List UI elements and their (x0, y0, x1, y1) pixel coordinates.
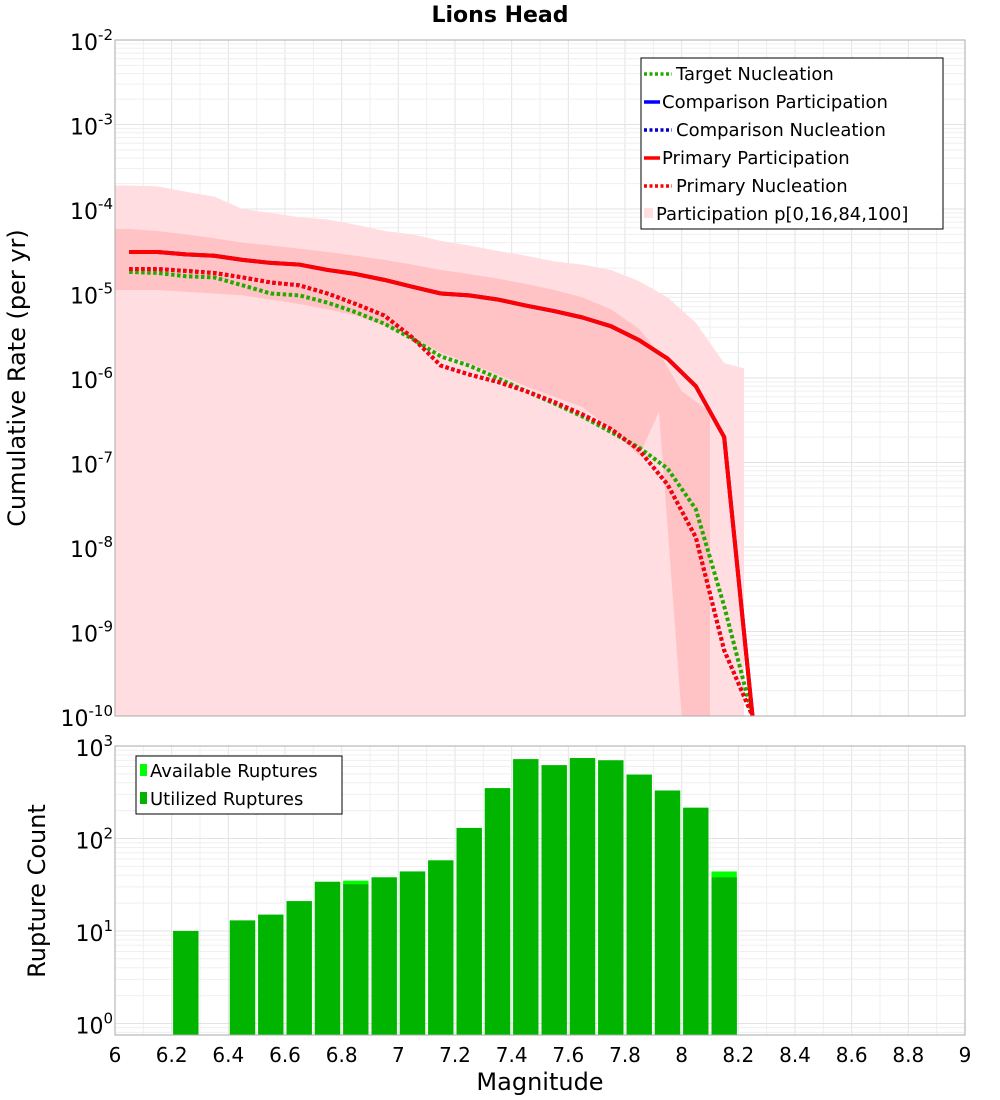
x-tick-label: 9 (959, 1043, 972, 1067)
rate-y-tick-label: 10-4 (70, 195, 113, 225)
count-bars (173, 758, 737, 1035)
x-tick-label: 7.2 (439, 1043, 471, 1067)
legend-label-comparison-nucleation: Comparison Nucleation (676, 120, 886, 141)
x-tick-label: 8.4 (779, 1043, 811, 1067)
bar-utilized (258, 914, 284, 1035)
x-tick-label: 7.6 (552, 1043, 584, 1067)
bar-utilized (314, 881, 341, 1035)
rate-legend: Target Nucleation Comparison Participati… (640, 57, 944, 230)
rate-panel: 10-2 10-3 10-4 10-5 10-6 10-7 10-8 10-9 10-10 Cu… (3, 26, 966, 732)
legend-swatch-available (140, 764, 147, 776)
x-tick-label: 6.6 (269, 1043, 301, 1067)
bar-utilized (399, 871, 426, 1035)
rate-y-tick-label: 10-5 (70, 280, 113, 310)
legend-swatch-utilized (140, 792, 147, 804)
x-tick-label: 8.2 (722, 1043, 754, 1067)
count-y-tick-label: 103 (75, 732, 113, 762)
bar-utilized (598, 760, 624, 1035)
bar-utilized (229, 920, 256, 1035)
rate-y-tick-label: 10-10 (61, 702, 114, 732)
legend-label-primary-participation: Primary Participation (662, 148, 850, 169)
x-tick-label: 6.4 (212, 1043, 244, 1067)
series-target-nucleation (129, 269, 755, 717)
x-tick-label: 7.8 (609, 1043, 641, 1067)
legend-label-available: Available Ruptures (150, 761, 318, 782)
rate-y-tick-label: 10-7 (70, 449, 113, 479)
legend-label-target-nucleation: Target Nucleation (675, 64, 834, 85)
legend-swatch-participation-band (644, 208, 653, 218)
count-y-tick-label: 101 (75, 917, 113, 947)
rate-legend-box (640, 57, 944, 230)
bar-utilized (711, 877, 737, 1035)
count-y-tick-label: 102 (75, 824, 113, 854)
count-y-ticks: 103 102 101 100 (75, 732, 113, 1039)
rate-y-tick-label: 10-2 (70, 26, 113, 56)
count-plot-frame (114, 745, 966, 1036)
bar-utilized (569, 758, 596, 1035)
rate-y-label: Cumulative Rate (per yr) (3, 229, 31, 527)
x-tick-label: 8 (675, 1043, 688, 1067)
bar-utilized (456, 827, 482, 1035)
x-tick-label: 8.8 (892, 1043, 924, 1067)
x-tick-label: 7.4 (496, 1043, 528, 1067)
bar-utilized (484, 788, 511, 1035)
bar-utilized (286, 901, 312, 1035)
x-tick-label: 7 (392, 1043, 405, 1067)
bar-utilized (654, 790, 681, 1035)
bar-utilized (371, 877, 397, 1035)
bar-utilized (683, 807, 709, 1035)
rate-y-tick-label: 10-3 (70, 111, 113, 141)
rate-y-tick-label: 10-8 (70, 533, 113, 563)
x-tick-label: 6 (109, 1043, 122, 1067)
count-legend-box (135, 755, 343, 815)
chart-title: Lions Head (431, 3, 568, 28)
x-ticks: 6 6.2 6.4 6.6 6.8 7 7.2 7.4 7.6 7.8 8 8.2 8.4 8.6 8.8 9 (109, 1043, 972, 1067)
rate-lines (129, 249, 755, 717)
x-axis-label: Magnitude (476, 1068, 603, 1096)
count-y-label: Rupture Count (23, 804, 51, 978)
bar-utilized (343, 884, 369, 1035)
legend-label-primary-nucleation: Primary Nucleation (676, 176, 848, 197)
bar-utilized (626, 774, 652, 1035)
bar-utilized (428, 860, 454, 1035)
x-tick-label: 6.2 (156, 1043, 188, 1067)
rate-plot-frame (114, 39, 966, 717)
rate-y-tick-label: 10-6 (70, 364, 113, 394)
count-panel: 103 102 101 100 6 6.2 6.4 6.6 6.8 7 7.2 7.4 7.6 7.8 8… (23, 732, 971, 1096)
bar-utilized (173, 930, 199, 1035)
bar-utilized (513, 759, 539, 1035)
legend-label-comparison-participation: Comparison Participation (662, 92, 888, 113)
rate-y-ticks: 10-2 10-3 10-4 10-5 10-6 10-7 10-8 10-9 10-10 (61, 26, 114, 732)
count-legend: Available Ruptures Utilized Ruptures (135, 755, 343, 815)
bar-utilized (541, 765, 567, 1035)
x-tick-label: 8.6 (836, 1043, 868, 1067)
series-primary-nucleation (129, 266, 755, 717)
series-primary-participation (129, 249, 755, 717)
band-participation-p-16-84 (115, 228, 710, 716)
rate-y-tick-label: 10-9 (70, 618, 113, 648)
x-tick-label: 6.8 (326, 1043, 358, 1067)
legend-label-participation-band: Participation p[0,16,84,100] (656, 204, 908, 225)
count-y-tick-label: 100 (75, 1009, 113, 1039)
legend-label-utilized: Utilized Ruptures (150, 789, 303, 810)
